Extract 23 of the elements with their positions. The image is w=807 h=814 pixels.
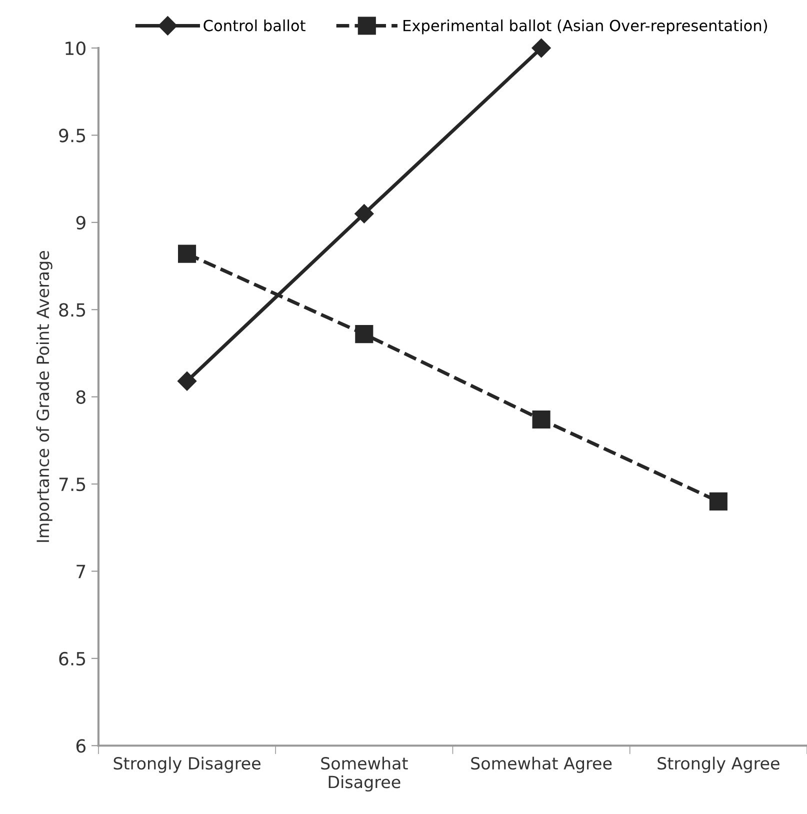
y-tick-label: 6.5 (59, 652, 86, 666)
y-tick-label: 7.5 (59, 478, 86, 492)
y-tick-label: 7 (76, 564, 86, 578)
point (709, 492, 728, 510)
point (532, 410, 550, 429)
y-axis-title: Importance of Grade Point Average (36, 251, 52, 542)
point (178, 244, 196, 263)
x-tick-label: Somewhat Agree (471, 756, 612, 773)
y-tick-label: 10 (66, 41, 86, 56)
x-tick-label: Strongly Agree (658, 756, 780, 773)
point (177, 372, 197, 391)
y-tick-label: 6 (76, 739, 86, 753)
legend-label: Experimental ballot (Asian Over-representation) (404, 19, 768, 34)
y-tick-label: 9.5 (59, 128, 86, 142)
y-tick-label: 8 (76, 390, 86, 404)
x-tick-label: Somewhat Disagree (321, 756, 408, 792)
point (354, 204, 374, 224)
point (532, 38, 551, 58)
y-tick-label: 9 (76, 216, 86, 230)
y-tick-label: 8.5 (59, 303, 86, 317)
legend-label: Control ballot (204, 19, 306, 32)
point (355, 325, 374, 344)
x-tick-label: Strongly Disagree (114, 756, 260, 773)
